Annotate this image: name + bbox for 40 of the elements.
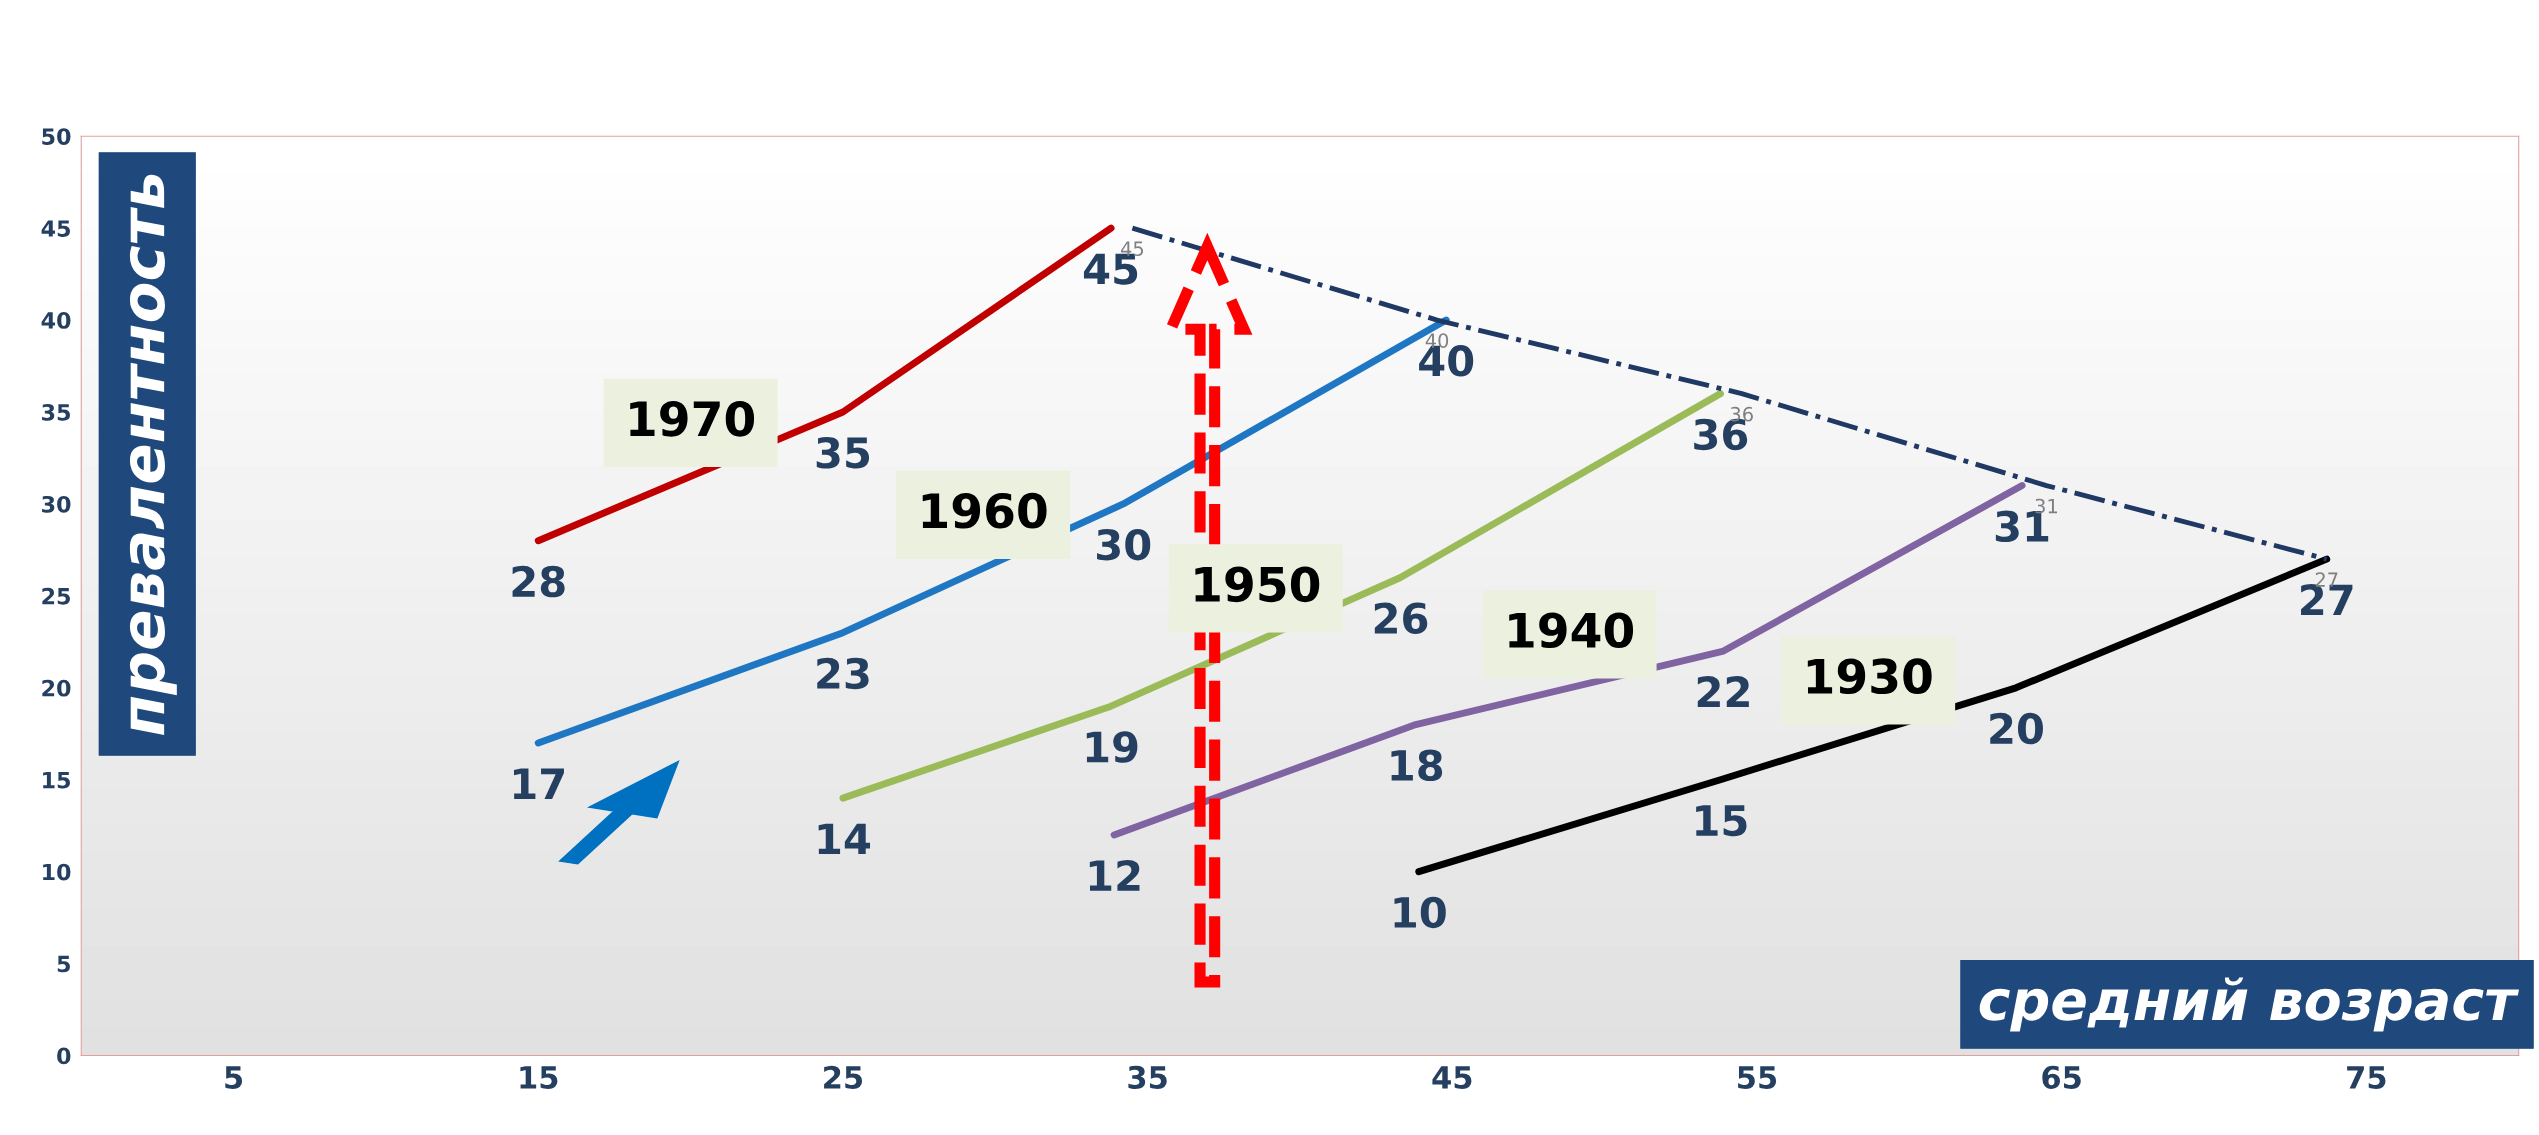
series-label: 1930 — [1807, 658, 1932, 695]
y-tick-label: 35 — [42, 403, 70, 421]
data-label: 17 — [513, 768, 564, 799]
data-label: 26 — [1374, 602, 1428, 635]
data-label: 14 — [818, 823, 871, 855]
y-tick-label: 0 — [57, 1047, 71, 1065]
data-label: 19 — [1086, 731, 1138, 763]
data-label: 35 — [816, 437, 870, 469]
y-tick-label: 5 — [57, 955, 70, 973]
x-tick-label: 15 — [520, 1066, 558, 1089]
y-tick-label: 40 — [41, 312, 71, 329]
data-label: 12 — [1089, 859, 1140, 891]
y-tick-label: 50 — [42, 128, 71, 145]
y-tick-label: 20 — [42, 679, 71, 697]
y-tick-label: 45 — [41, 220, 70, 237]
data-label: 22 — [1697, 676, 1749, 707]
x-tick-label: 55 — [1738, 1066, 1777, 1089]
x-tick-label: 45 — [1432, 1066, 1472, 1089]
data-label: 30 — [1097, 528, 1151, 561]
y-tick-label: 15 — [43, 771, 70, 789]
y-tick-label: 10 — [43, 863, 71, 881]
x-tick-label: 5 — [225, 1066, 243, 1089]
data-label: 10 — [1394, 896, 1446, 929]
series-label: 1970 — [630, 400, 755, 437]
y-axis-title: превалентность — [129, 174, 177, 736]
x-tick-label: 75 — [2347, 1066, 2386, 1089]
x-tick-label: 35 — [1128, 1065, 1167, 1089]
data-label: 20 — [1990, 712, 2043, 745]
y-tick-label: 25 — [42, 587, 70, 605]
x-axis-title: средний возраст — [1979, 977, 2519, 1032]
series-label: 1950 — [1195, 566, 1320, 603]
series-label: 1940 — [1509, 612, 1634, 649]
x-tick-label: 65 — [2042, 1065, 2081, 1089]
y-tick-label: 30 — [42, 495, 71, 513]
data-label: 18 — [1391, 749, 1443, 782]
x-tick-label: 25 — [824, 1065, 863, 1089]
data-label: 28 — [512, 565, 565, 598]
data-label: 15 — [1696, 805, 1747, 837]
series-label: 1960 — [922, 492, 1047, 529]
data-label: 23 — [817, 657, 869, 690]
